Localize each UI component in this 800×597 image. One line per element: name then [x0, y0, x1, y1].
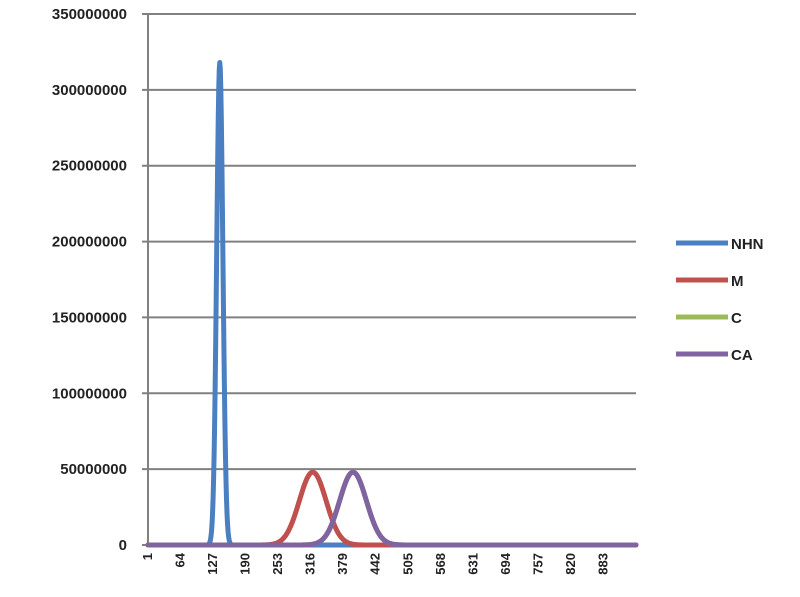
legend-label-m: M	[731, 273, 744, 290]
legend: NHN M C CA	[676, 236, 764, 364]
y-tick-label: 300000000	[52, 82, 127, 99]
y-tick-label: 250000000	[52, 158, 127, 175]
x-tick-label: 127	[205, 553, 220, 575]
y-tick-label: 50000000	[60, 461, 127, 478]
y-tick-label: 100000000	[52, 385, 127, 402]
x-tick-label: 820	[563, 553, 578, 575]
x-tick-label: 442	[368, 553, 383, 575]
x-tick-label: 568	[433, 553, 448, 575]
x-tick-label: 253	[270, 553, 285, 575]
x-tick-label: 757	[530, 553, 545, 575]
y-tick-label: 0	[119, 537, 127, 554]
x-tick-label: 631	[465, 553, 480, 575]
x-tick-label: 883	[595, 553, 610, 575]
x-tick-label: 505	[400, 553, 415, 575]
series-line-nhn	[145, 60, 639, 548]
x-tick-label: 694	[498, 552, 513, 574]
legend-label-nhn: NHN	[731, 236, 764, 253]
x-tick-label: 190	[238, 553, 253, 575]
series-line-ca	[145, 469, 639, 548]
x-tick-label: 379	[335, 553, 350, 575]
series-line-c	[145, 469, 639, 548]
y-tick-label: 350000000	[52, 6, 127, 23]
x-tick-label: 316	[303, 553, 318, 575]
y-axis-ticks: 0 50000000 100000000 150000000 200000000 2500…	[52, 6, 127, 554]
series-lines	[145, 60, 639, 548]
x-axis-ticks: 1 64 127 190 253 316 379 442 505 568 631 694 757 820 8…	[140, 552, 610, 574]
y-tick-label: 150000000	[52, 309, 127, 326]
legend-label-ca: CA	[731, 347, 753, 364]
x-tick-label: 64	[173, 552, 188, 567]
legend-label-c: C	[731, 310, 742, 327]
x-tick-label: 1	[140, 553, 155, 560]
y-tick-label: 200000000	[52, 234, 127, 251]
series-line-m	[145, 469, 639, 548]
